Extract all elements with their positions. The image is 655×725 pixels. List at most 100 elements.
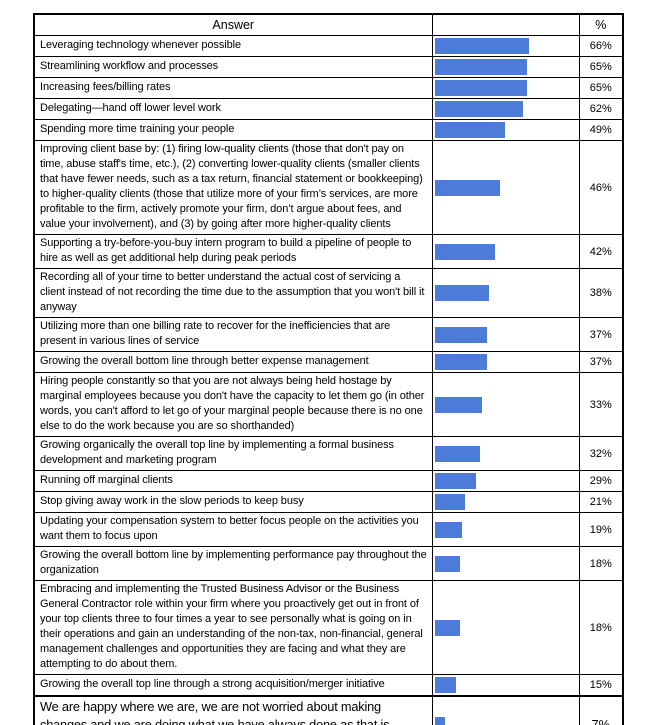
- table-row: Updating your compensation system to bet…: [33, 512, 624, 547]
- table-row: Embracing and implementing the Trusted B…: [33, 580, 624, 675]
- data-bar: [434, 354, 488, 370]
- table-row: Growing the overall bottom line through …: [33, 351, 624, 373]
- table-row: Improving client base by: (1) firing low…: [33, 140, 624, 235]
- answer-cell: We are happy where we are, we are not wo…: [33, 695, 433, 725]
- data-bar: [434, 716, 445, 725]
- pct-cell: 65%: [578, 56, 624, 78]
- answer-column-header: Answer: [33, 13, 433, 36]
- table-row: Streamlining workflow and processes 65%: [33, 56, 624, 78]
- pct-cell: 38%: [578, 268, 624, 318]
- answer-cell: Utilizing more than one billing rate to …: [33, 317, 433, 352]
- table-row: Stop giving away work in the slow period…: [33, 491, 624, 513]
- answer-cell: Running off marginal clients: [33, 470, 433, 492]
- data-bar-cell: [431, 470, 580, 492]
- data-bar-cell: [431, 234, 580, 269]
- data-bar-cell: [431, 695, 580, 725]
- data-bar-cell: [431, 140, 580, 235]
- survey-results-table: Answer % Leveraging technology whenever …: [33, 13, 624, 725]
- answer-cell: Supporting a try-before-you-buy intern p…: [33, 234, 433, 269]
- data-bar: [434, 445, 481, 462]
- data-bar-cell: [431, 491, 580, 513]
- data-bar-cell: [431, 77, 580, 99]
- table-row: Recording all of your time to better und…: [33, 268, 624, 318]
- data-bar: [434, 473, 476, 489]
- data-bar: [434, 619, 461, 636]
- table-row: Utilizing more than one billing rate to …: [33, 317, 624, 352]
- answer-cell: Improving client base by: (1) firing low…: [33, 140, 433, 235]
- table-row: Growing the overall bottom line by imple…: [33, 546, 624, 581]
- table-row: Running off marginal clients 29%: [33, 470, 624, 492]
- pct-cell: 32%: [578, 436, 624, 471]
- pct-cell: 66%: [578, 35, 624, 57]
- header-row: Answer %: [33, 13, 624, 36]
- data-bar: [434, 494, 465, 510]
- data-bar: [434, 396, 482, 413]
- data-bar: [434, 285, 489, 301]
- data-bar: [434, 59, 528, 75]
- pct-cell: 19%: [578, 512, 624, 547]
- answer-cell: Increasing fees/billing rates: [33, 77, 433, 99]
- answer-cell: Embracing and implementing the Trusted B…: [33, 580, 433, 675]
- data-bar: [434, 80, 528, 96]
- answer-cell: Spending more time training your people: [33, 119, 433, 141]
- answer-cell: Hiring people constantly so that you are…: [33, 372, 433, 437]
- pct-cell: 18%: [578, 546, 624, 581]
- data-bar: [434, 326, 488, 343]
- pct-column-header: %: [578, 13, 624, 36]
- data-bar-cell: [431, 35, 580, 57]
- data-bar: [434, 122, 505, 138]
- table-row: Leveraging technology whenever possible 6…: [33, 35, 624, 57]
- pct-cell: 37%: [578, 351, 624, 373]
- data-bar: [434, 521, 462, 538]
- pct-cell: 65%: [578, 77, 624, 99]
- data-bar: [434, 677, 456, 693]
- data-bar-cell: [431, 580, 580, 675]
- answer-cell: Delegating—hand off lower level work: [33, 98, 433, 120]
- pct-cell: 18%: [578, 580, 624, 675]
- data-bar-cell: [431, 436, 580, 471]
- data-bar-cell: [431, 372, 580, 437]
- answer-cell: Streamlining workflow and processes: [33, 56, 433, 78]
- pct-cell: 15%: [578, 674, 624, 697]
- answer-cell: Updating your compensation system to bet…: [33, 512, 433, 547]
- data-bar-cell: [431, 512, 580, 547]
- answer-cell: Growing the overall top line through a s…: [33, 674, 433, 697]
- answer-cell: Recording all of your time to better und…: [33, 268, 433, 318]
- data-bar: [434, 38, 529, 54]
- data-bar: [434, 243, 495, 260]
- table-body: Leveraging technology whenever possible 6…: [33, 35, 624, 725]
- data-bar-cell: [431, 56, 580, 78]
- data-bar-cell: [431, 119, 580, 141]
- table-row: Growing the overall top line through a s…: [33, 674, 624, 697]
- bar-column-header: [431, 13, 580, 36]
- answer-cell: Growing organically the overall top line…: [33, 436, 433, 471]
- data-bar: [434, 179, 501, 196]
- table-row: Hiring people constantly so that you are…: [33, 372, 624, 437]
- table-row: Supporting a try-before-you-buy intern p…: [33, 234, 624, 269]
- table-row: We are happy where we are, we are not wo…: [33, 695, 624, 725]
- pct-cell: 46%: [578, 140, 624, 235]
- table-row: Increasing fees/billing rates 65%: [33, 77, 624, 99]
- data-bar: [434, 555, 461, 572]
- pct-cell: 21%: [578, 491, 624, 513]
- pct-cell: 37%: [578, 317, 624, 352]
- answer-cell: Leveraging technology whenever possible: [33, 35, 433, 57]
- pct-cell: 33%: [578, 372, 624, 437]
- data-bar: [434, 101, 524, 117]
- data-bar-cell: [431, 317, 580, 352]
- answer-cell: Growing the overall bottom line through …: [33, 351, 433, 373]
- answer-cell: Stop giving away work in the slow period…: [33, 491, 433, 513]
- table-row: Spending more time training your people 4…: [33, 119, 624, 141]
- answer-cell: Growing the overall bottom line by imple…: [33, 546, 433, 581]
- pct-cell: 42%: [578, 234, 624, 269]
- pct-cell: 49%: [578, 119, 624, 141]
- data-bar-cell: [431, 268, 580, 318]
- data-bar-cell: [431, 674, 580, 697]
- pct-cell: 62%: [578, 98, 624, 120]
- pct-cell: 7%: [578, 695, 624, 725]
- table-row: Growing organically the overall top line…: [33, 436, 624, 471]
- pct-cell: 29%: [578, 470, 624, 492]
- data-bar-cell: [431, 546, 580, 581]
- data-bar-cell: [431, 98, 580, 120]
